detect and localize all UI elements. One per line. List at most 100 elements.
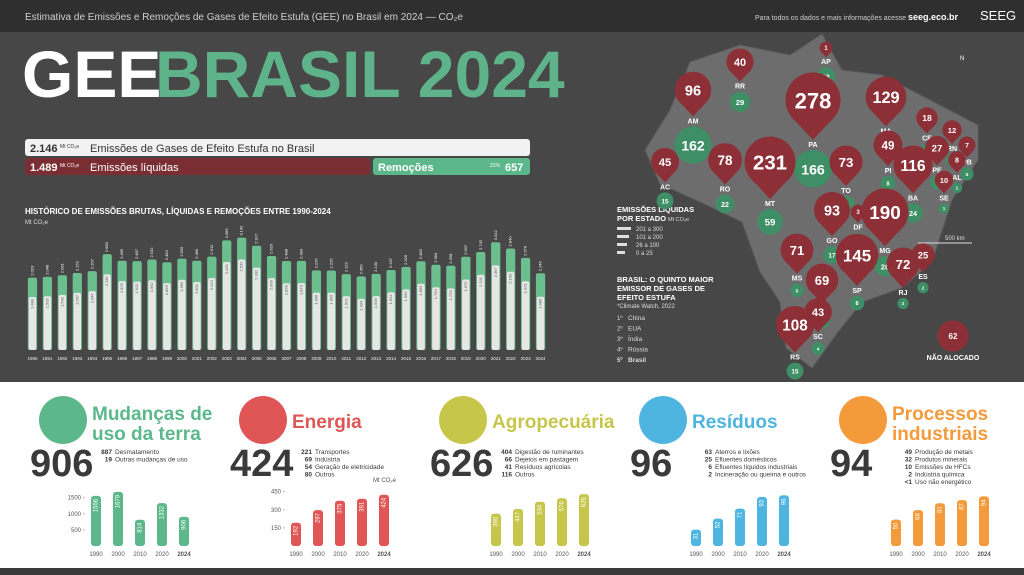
emission-value: 12: [948, 126, 957, 135]
value-label: 2.091: [59, 262, 64, 273]
bar: [357, 498, 367, 546]
value-label: 1.612: [388, 294, 393, 305]
value-label: 2.009: [269, 279, 274, 290]
removal-value: 15: [791, 369, 799, 376]
bar: [157, 503, 167, 546]
removals-value: 657: [505, 162, 523, 174]
emission-pin: [934, 170, 954, 190]
removal-value: 1: [943, 206, 946, 211]
item-value: 54: [305, 464, 313, 471]
x-tick-label: 2020: [755, 552, 769, 558]
x-tick-label: 2023: [521, 356, 532, 361]
item-label: Produtos minerais: [915, 457, 968, 464]
value-label: 2.495: [119, 248, 124, 259]
x-tick-label: 1992: [57, 356, 68, 361]
y-tick-label: 1000: [68, 512, 82, 518]
value-label: 391: [360, 501, 366, 512]
removal-value: 4: [817, 346, 820, 352]
x-tick-label: 2000: [911, 552, 925, 558]
state-label: ES: [918, 274, 928, 281]
removal-pin: [811, 342, 825, 355]
x-tick-label: 2014: [386, 356, 397, 361]
state-label: AM: [688, 118, 699, 125]
removal-value: 15: [661, 198, 669, 205]
x-tick-label: 2017: [431, 356, 442, 361]
value-label: 1.921: [523, 283, 528, 294]
x-tick-label: 2010: [733, 552, 747, 558]
value-label: 2.326: [403, 254, 408, 265]
sector-icon: [839, 396, 887, 444]
emission-pin: [785, 72, 841, 128]
x-tick-label: 2022: [506, 356, 517, 361]
emission-value: 231: [753, 153, 787, 175]
x-tick-label: 1993: [72, 356, 83, 361]
bar: [267, 278, 276, 350]
bar: [462, 279, 470, 350]
value-label: 1.606: [313, 294, 318, 305]
value-label: 50: [894, 522, 900, 529]
item-label: Digestão de ruminantes: [515, 449, 584, 456]
value-label: 2.358: [448, 253, 453, 264]
x-tick-label: 1990: [27, 356, 38, 361]
emission-value: 93: [824, 203, 840, 219]
sector-icon: [439, 396, 487, 444]
bar: [372, 296, 380, 350]
removal-pin: [951, 182, 963, 194]
value-label: 1.541: [59, 296, 64, 307]
bar: [291, 522, 301, 546]
value-label: 31: [694, 532, 700, 539]
value-label: 534: [538, 504, 544, 515]
value-label: 390: [494, 516, 500, 527]
bar: [103, 274, 111, 350]
value-label: 87: [960, 502, 966, 509]
emission-value: 116: [900, 158, 926, 175]
value-label: 1.925: [119, 282, 124, 293]
value-label: 2.367: [493, 267, 498, 278]
removal-pin: [715, 194, 735, 214]
state-label: SP: [852, 288, 862, 295]
value-label: 2.023: [30, 265, 35, 276]
emission-value: 69: [815, 273, 829, 288]
item-value: 69: [305, 457, 313, 464]
value-label: 1.754: [433, 289, 438, 300]
emission-value: 190: [869, 203, 901, 224]
emission-value: 108: [782, 318, 807, 335]
state-label: AL: [952, 175, 962, 182]
value-label: 192: [294, 525, 300, 536]
x-tick-label: 1990: [289, 552, 303, 558]
state-label: RN: [947, 146, 957, 153]
emission-pin: [708, 143, 742, 177]
bar: [313, 510, 323, 546]
value-label: 2.059: [358, 264, 363, 275]
value-label: 2.680: [104, 241, 109, 252]
legend-label: 101 a 200: [636, 235, 663, 241]
state-label: RJ: [899, 290, 908, 297]
value-label: 447: [516, 511, 522, 522]
emission-pin: [924, 135, 950, 161]
item-label: Indústria química: [915, 472, 965, 479]
value-label: 1.483: [30, 298, 35, 309]
bar: [179, 516, 189, 546]
x-tick-label: 2000: [111, 552, 125, 558]
bar: [178, 279, 186, 350]
x-tick-label: 2024: [977, 552, 991, 558]
emission-pin: [937, 320, 969, 352]
value-label: 1.912: [134, 283, 139, 294]
emission-pin: [958, 136, 976, 154]
emission-value: 71: [790, 243, 805, 258]
value-label: 1.965: [179, 281, 184, 292]
y-tick-label: 500: [71, 528, 82, 534]
removal-pin: [897, 297, 909, 310]
emission-pin: [948, 151, 966, 169]
emission-value: 129: [872, 89, 899, 107]
removal-value: 22: [721, 202, 729, 209]
bar: [379, 494, 389, 546]
hero-title-b: BRASIL 2024: [155, 37, 565, 111]
value-label: 2.152: [74, 260, 79, 271]
value-label: 2.488: [284, 248, 289, 259]
x-tick-label: 2024: [577, 552, 591, 558]
state-label: AP: [821, 59, 831, 66]
item-label: Efluentes domésticos: [715, 457, 778, 464]
x-tick-label: 2019: [461, 356, 472, 361]
bar: [779, 495, 789, 546]
